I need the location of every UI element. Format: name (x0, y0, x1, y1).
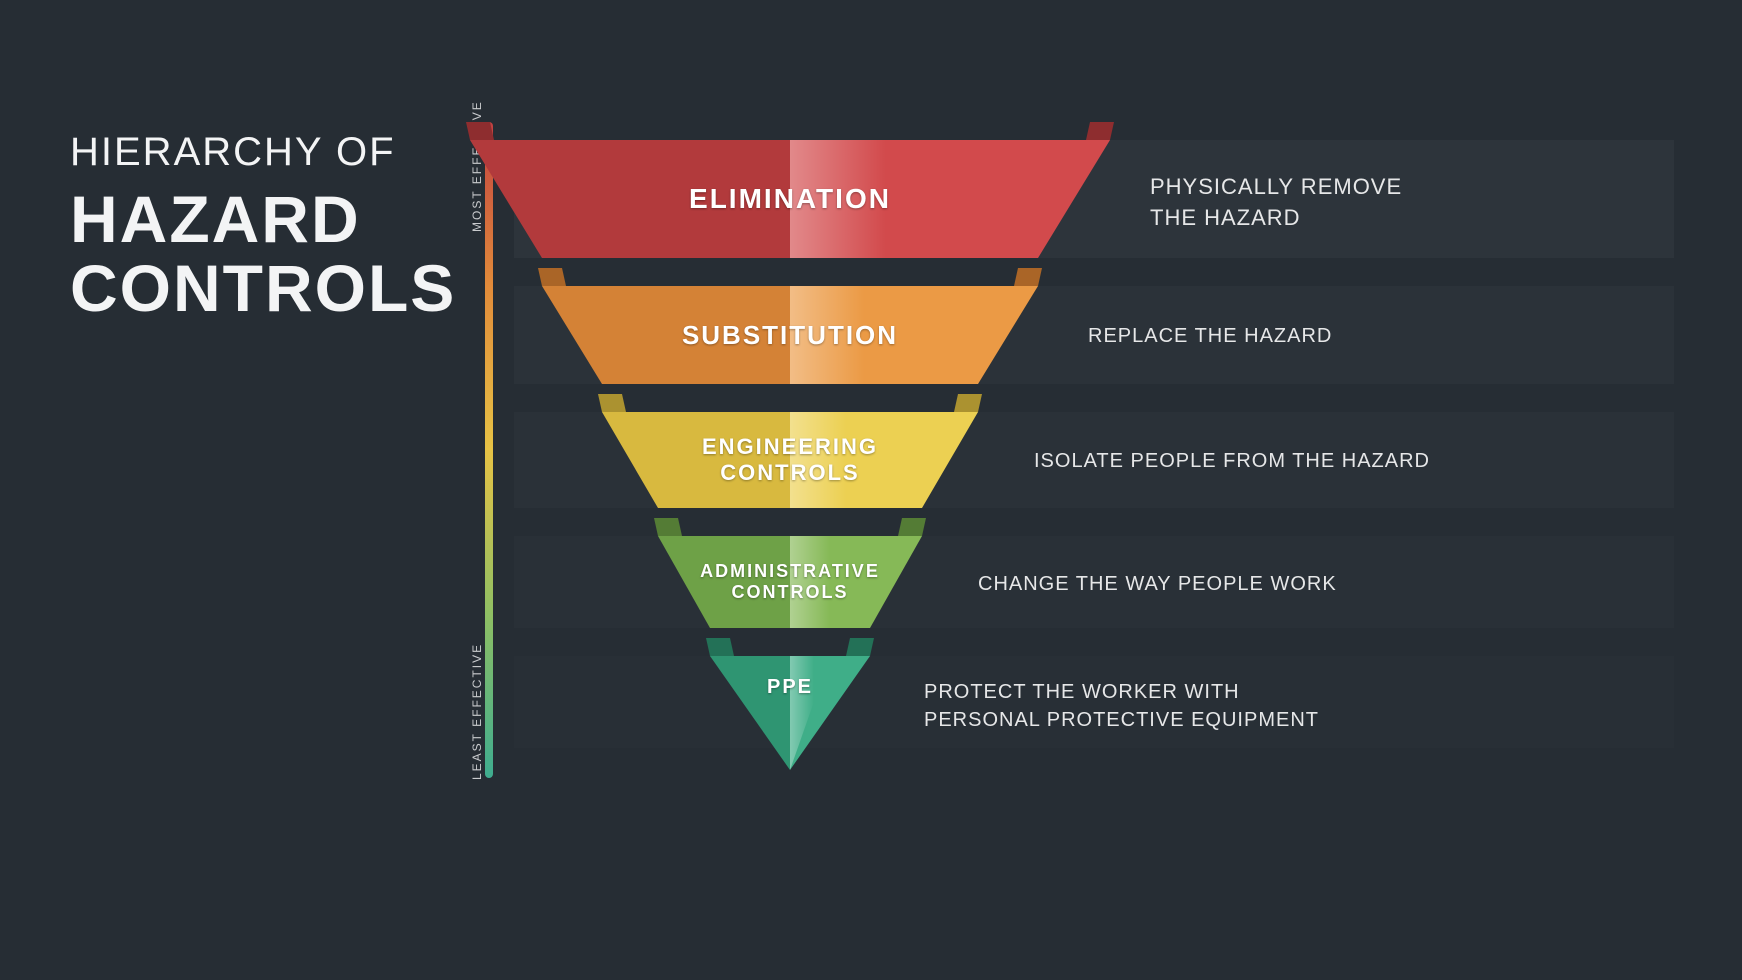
funnel-label-engineering: ENGINEERING CONTROLS (602, 412, 978, 508)
desc-text-substitution: REPLACE THE HAZARD (1088, 322, 1332, 350)
desc-text-elimination: PHYSICALLY REMOVE THE HAZARD (1150, 172, 1402, 234)
stage: HIERARCHY OF HAZARD CONTROLS MOST EFFECT… (0, 0, 1742, 980)
funnel-label-administrative: ADMINISTRATIVE CONTROLS (658, 536, 922, 628)
funnel-flap-left-ppe (706, 638, 734, 656)
funnel-flap-right-administrative (898, 518, 926, 536)
funnel-flap-right-engineering (954, 394, 982, 412)
funnel-flap-right-elimination (1086, 122, 1114, 140)
funnel-flap-left-administrative (654, 518, 682, 536)
funnel-label-elimination: ELIMINATION (470, 140, 1110, 258)
funnel-flap-right-substitution (1014, 268, 1042, 286)
desc-text-engineering: ISOLATE PEOPLE FROM THE HAZARD (1034, 447, 1430, 475)
funnel-flap-left-engineering (598, 394, 626, 412)
funnel-flap-left-elimination (466, 122, 494, 140)
funnel-flap-right-ppe (846, 638, 874, 656)
funnel-flap-left-substitution (538, 268, 566, 286)
desc-text-administrative: CHANGE THE WAY PEOPLE WORK (978, 570, 1337, 598)
funnel-label-substitution: SUBSTITUTION (542, 286, 1038, 384)
funnel-label-ppe: PPE (710, 656, 870, 719)
desc-text-ppe: PROTECT THE WORKER WITH PERSONAL PROTECT… (924, 678, 1319, 734)
